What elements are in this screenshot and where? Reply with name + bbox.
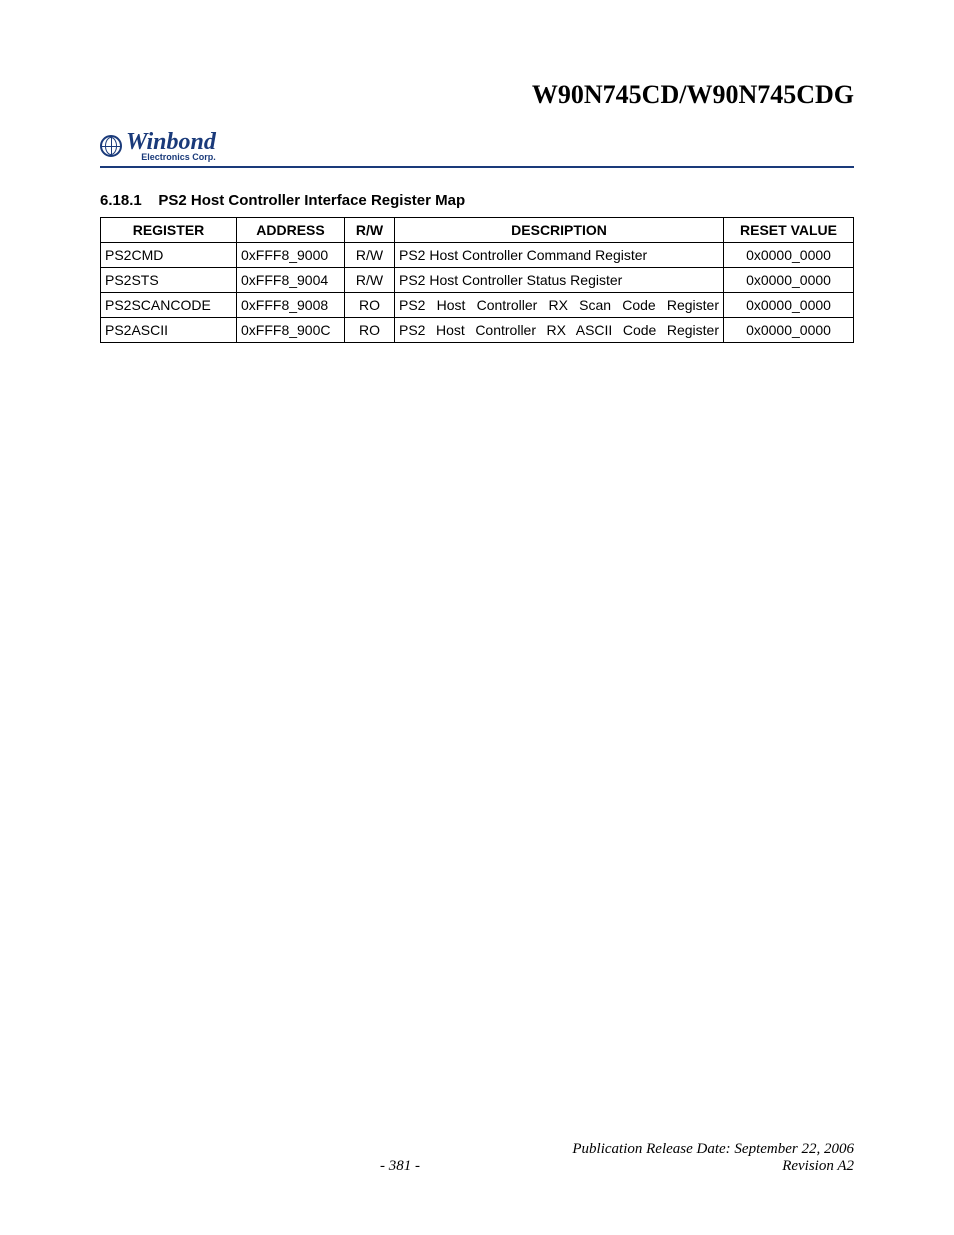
- cell-rw: RO: [345, 318, 395, 343]
- product-title: W90N745CD/W90N745CDG: [100, 80, 854, 110]
- section-heading: 6.18.1 PS2 Host Controller Interface Reg…: [100, 192, 854, 209]
- footer-pub-line: Publication Release Date: September 22, …: [100, 1141, 854, 1158]
- cell-register: PS2ASCII: [101, 318, 237, 343]
- section-number: 6.18.1: [100, 192, 142, 209]
- cell-description: PS2 Host Controller RX Scan Code Registe…: [395, 293, 724, 318]
- cell-register: PS2CMD: [101, 243, 237, 268]
- cell-address: 0xFFF8_9000: [237, 243, 345, 268]
- cell-description: PS2 Host Controller RX ASCII Code Regist…: [395, 318, 724, 343]
- cell-register: PS2SCANCODE: [101, 293, 237, 318]
- col-rw: R/W: [345, 218, 395, 243]
- col-register: REGISTER: [101, 218, 237, 243]
- cell-description: PS2 Host Controller Command Register: [395, 243, 724, 268]
- table-row: PS2ASCII 0xFFF8_900C RO PS2 Host Control…: [101, 318, 854, 343]
- cell-description: PS2 Host Controller Status Register: [395, 268, 724, 293]
- logo-block: Winbond Electronics Corp.: [126, 130, 216, 162]
- section-title: PS2 Host Controller Interface Register M…: [158, 192, 465, 209]
- table-row: PS2SCANCODE 0xFFF8_9008 RO PS2 Host Cont…: [101, 293, 854, 318]
- col-address: ADDRESS: [237, 218, 345, 243]
- footer-revision: Revision A2: [420, 1158, 854, 1175]
- cell-address: 0xFFF8_900C: [237, 318, 345, 343]
- footer-pub-date: Publication Release Date: September 22, …: [572, 1141, 854, 1158]
- table-body: PS2CMD 0xFFF8_9000 R/W PS2 Host Controll…: [101, 243, 854, 343]
- page-content: W90N745CD/W90N745CDG Winbond Electronics…: [0, 0, 954, 1235]
- register-table: REGISTER ADDRESS R/W DESCRIPTION RESET V…: [100, 217, 854, 343]
- col-description: DESCRIPTION: [395, 218, 724, 243]
- footer-bottom-line: - 381 - Revision A2: [100, 1158, 854, 1175]
- table-row: PS2STS 0xFFF8_9004 R/W PS2 Host Controll…: [101, 268, 854, 293]
- cell-rw: R/W: [345, 243, 395, 268]
- cell-reset: 0x0000_0000: [724, 243, 854, 268]
- cell-address: 0xFFF8_9004: [237, 268, 345, 293]
- cell-reset: 0x0000_0000: [724, 318, 854, 343]
- header-logo-row: Winbond Electronics Corp.: [100, 130, 854, 168]
- page-footer: Publication Release Date: September 22, …: [100, 1141, 854, 1175]
- cell-address: 0xFFF8_9008: [237, 293, 345, 318]
- cell-rw: RO: [345, 293, 395, 318]
- footer-page-number: - 381 -: [380, 1158, 420, 1175]
- table-row: PS2CMD 0xFFF8_9000 R/W PS2 Host Controll…: [101, 243, 854, 268]
- cell-reset: 0x0000_0000: [724, 268, 854, 293]
- cell-register: PS2STS: [101, 268, 237, 293]
- cell-reset: 0x0000_0000: [724, 293, 854, 318]
- globe-icon: [100, 135, 122, 157]
- col-reset: RESET VALUE: [724, 218, 854, 243]
- cell-rw: R/W: [345, 268, 395, 293]
- table-header-row: REGISTER ADDRESS R/W DESCRIPTION RESET V…: [101, 218, 854, 243]
